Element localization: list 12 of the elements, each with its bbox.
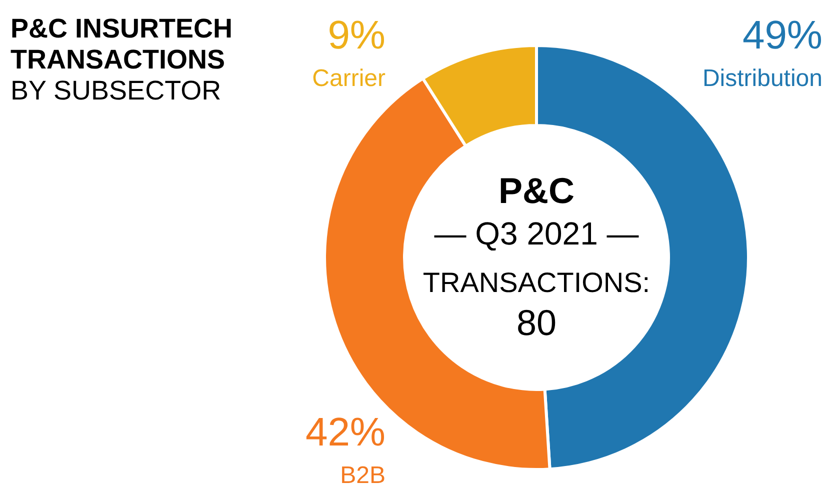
slice-label: Carrier	[312, 65, 386, 92]
data-label: 9%	[328, 14, 386, 58]
text: BY SUBSECTOR	[10, 76, 222, 106]
slice-label: Distribution	[702, 65, 822, 92]
text: P&C	[498, 170, 575, 211]
data-label: 42%	[305, 410, 386, 454]
data-label: 49%	[742, 14, 823, 58]
chart-title: P&C INSURTECH TRANSACTIONS	[10, 14, 233, 74]
text: TRANSACTIONS:	[422, 267, 650, 298]
text: 80	[516, 302, 557, 343]
text: — Q3 2021 —	[434, 216, 639, 252]
slice-label: B2B	[340, 462, 386, 489]
